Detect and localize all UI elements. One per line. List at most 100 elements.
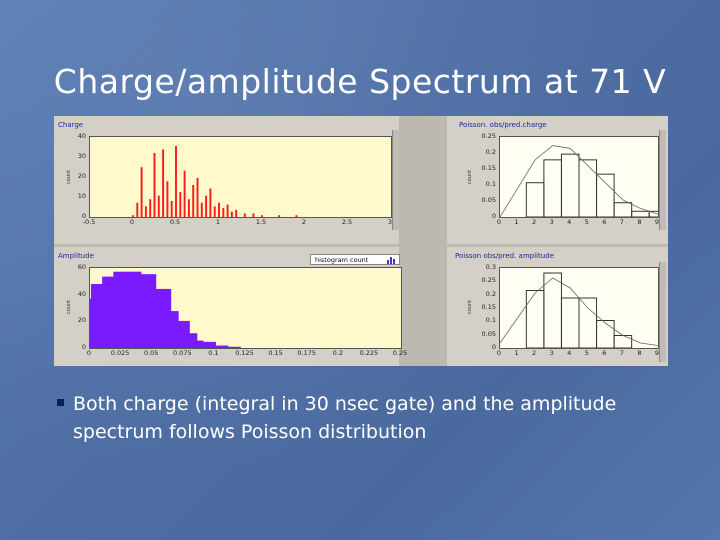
amplitude-ylabel: count: [66, 299, 72, 314]
bullet-text: Both charge (integral in 30 nsec gate) a…: [73, 393, 617, 443]
poisson-amplitude-x-tick-label: 9: [654, 349, 660, 357]
charge-bar: [153, 153, 156, 217]
charge-x-tick-label: 1: [215, 218, 221, 226]
poisson-charge-y-tick-label: 0.25: [481, 132, 496, 140]
charge-y-tick-label: 20: [77, 172, 86, 180]
amplitude-plot-area: [79, 267, 402, 349]
poisson-amplitude-x-tick-label: 1: [514, 349, 519, 357]
poisson-amplitude-obs-bar: [578, 297, 598, 349]
poisson-amplitude-y-tick-label: 0.3: [485, 263, 496, 271]
charge-x-tick-label: 0: [129, 218, 135, 226]
poisson-amplitude-x-tick-label: 5: [584, 349, 589, 357]
poisson-charge-obs-bar: [560, 153, 580, 218]
poisson-charge-x-tick-label: 2: [532, 218, 537, 226]
charge-x-tick-label: -0.5: [82, 218, 96, 226]
amplitude-y-tick-label: 0: [81, 343, 86, 351]
poisson-charge-x-tick-label: 9: [654, 218, 660, 226]
amplitude-bar: [212, 346, 241, 348]
poisson-amplitude-ylabel: count: [467, 299, 473, 314]
histogram-legend[interactable]: histogram count: [310, 254, 400, 265]
amplitude-x-tick-label: 0.025: [110, 349, 130, 357]
charge-bar: [179, 192, 182, 217]
charge-bar: [166, 181, 169, 217]
charge-y-tick-label: 10: [77, 192, 86, 200]
poisson-charge-x-tick-label: 8: [637, 218, 642, 226]
poisson-charge-pred-line: [499, 145, 659, 218]
charge-x-tick-label: 3: [387, 218, 393, 226]
histogram-legend-icon: [387, 257, 395, 264]
amplitude-x-tick-label: 0.15: [268, 349, 283, 357]
poisson-amplitude-plot-area: [499, 267, 659, 349]
poisson-amplitude-y-tick-label: 0.05: [481, 329, 496, 338]
charge-bar: [196, 177, 199, 217]
poisson-amplitude-obs-bar: [613, 335, 633, 349]
charge-bar: [200, 202, 203, 217]
poisson-charge-x-tick-label: 1: [514, 218, 519, 226]
amplitude-y-tick-label: 20: [77, 316, 86, 325]
poisson-amplitude-x-tick-label: 3: [549, 349, 554, 357]
charge-scrollbar[interactable]: [392, 130, 399, 230]
charge-bar: [213, 206, 216, 217]
poisson-amplitude-obs-bar: [596, 320, 615, 349]
poisson-charge-obs-bar: [613, 202, 633, 218]
charge-bar: [243, 213, 246, 217]
poisson-amplitude-obs-bar: [560, 297, 580, 349]
poisson-charge-panel-title: Poisson. obs/pred.charge: [459, 121, 547, 129]
charge-bar: [235, 209, 238, 217]
amplitude-panel-title: Amplitude: [58, 252, 94, 260]
charge-y-tick-label: 40: [77, 132, 86, 140]
poisson-amplitude-chart: [499, 272, 659, 349]
poisson-charge-x-tick-label: 0: [496, 218, 502, 226]
amplitude-x-tick-label: 0: [86, 349, 92, 357]
legend-label: histogram count: [315, 256, 369, 264]
charge-bar: [218, 202, 220, 217]
amplitude-x-tick-label: 0.225: [359, 349, 379, 357]
poisson-charge-x-tick-label: 3: [549, 218, 554, 226]
poisson-amplitude-y-tick-label: 0.1: [485, 316, 496, 325]
poisson-amplitude-x-tick-label: 8: [637, 349, 642, 357]
charge-bar: [295, 215, 298, 217]
poisson-charge-y-tick-label: 0.1: [485, 180, 496, 188]
poisson-amplitude-x-tick-label: 7: [619, 349, 624, 357]
charge-bar: [187, 199, 190, 217]
charge-bar: [222, 208, 225, 217]
poisson-charge-x-tick-label: 5: [584, 218, 589, 226]
poisson-charge-obs-bar: [525, 182, 545, 218]
poisson-amplitude-scrollbar[interactable]: [659, 262, 666, 362]
amplitude-x-tick-label: 0.25: [392, 349, 408, 357]
poisson-charge-obs-bar: [631, 210, 650, 218]
poisson-charge-y-tick-label: 0.2: [485, 148, 496, 156]
amplitude-y-tick-label: 60: [77, 263, 86, 271]
poisson-charge-x-tick-label: 6: [602, 218, 607, 226]
amplitude-y-tick-label: 40: [77, 289, 86, 298]
poisson-amplitude-x-tick-label: 0: [496, 349, 502, 357]
poisson-charge-obs-bar: [578, 159, 598, 218]
charge-x-tick-label: 2: [301, 218, 307, 226]
charge-bar: [136, 202, 139, 217]
poisson-amplitude-x-tick-label: 4: [567, 349, 572, 357]
poisson-amplitude-x-tick-label: 6: [602, 349, 607, 357]
amplitude-x-tick-label: 0.1: [208, 349, 219, 357]
poisson-charge-scrollbar[interactable]: [659, 130, 666, 230]
charge-bar: [205, 195, 208, 217]
charge-bar: [252, 213, 255, 217]
amplitude-histogram: [79, 271, 241, 348]
poisson-amplitude-panel-title: Poisson obs/pred. amplitude: [455, 252, 554, 260]
amplitude-bar: [187, 341, 216, 348]
poisson-amplitude-y-tick-label: 0.25: [481, 276, 496, 285]
charge-bar: [175, 145, 177, 217]
charge-histogram: [132, 145, 298, 217]
charge-y-tick-label: 0: [81, 212, 86, 220]
panel-gap: [399, 116, 447, 366]
poisson-amplitude-obs-bar: [525, 290, 545, 349]
charge-x-tick-label: 1.5: [255, 218, 267, 226]
poisson-charge-x-tick-label: 4: [567, 218, 572, 226]
charge-bar: [170, 201, 173, 217]
poisson-charge-chart: [499, 145, 668, 218]
poisson-amplitude-y-tick-label: 0.15: [481, 303, 496, 311]
amplitude-x-tick-label: 0.125: [235, 349, 254, 357]
charge-bar: [278, 215, 281, 217]
amplitude-x-tick-label: 0.175: [297, 349, 316, 357]
amplitude-x-tick-label: 0.05: [143, 349, 159, 357]
charge-x-tick-label: 0.5: [169, 218, 181, 226]
